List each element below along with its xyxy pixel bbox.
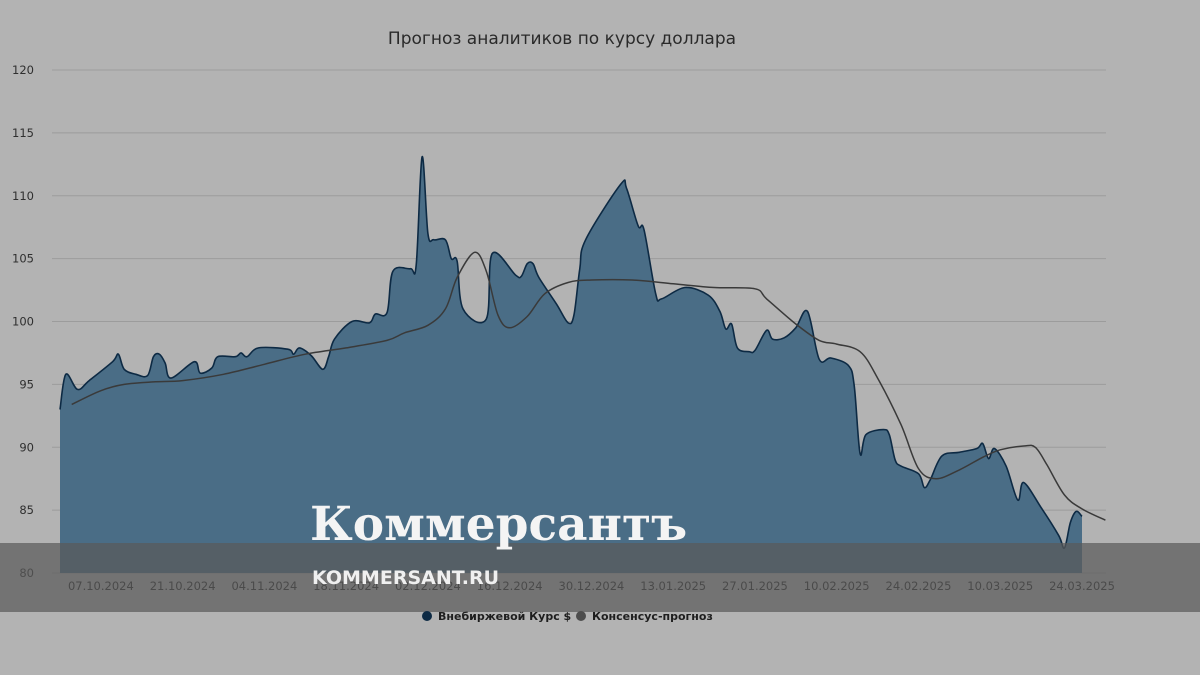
watermark-url: KOMMERSANT.RU (312, 567, 499, 589)
watermark-brand: Коммерсантъ (310, 497, 687, 552)
rate-line (59, 155, 1083, 550)
watermark: Коммерсантъ KOMMERSANT.RU (0, 497, 1200, 612)
y-axis-ticks: 12011511010510095908580 (12, 63, 34, 580)
watermark-band (0, 543, 1200, 612)
rate-area (60, 156, 1082, 574)
chart-title: Прогноз аналитиков по курсу доллара (388, 29, 736, 49)
y-tick-label-85: 85 (19, 503, 34, 517)
y-tick-label-115: 115 (12, 126, 34, 140)
legend-item-rate[interactable]: Внебиржевой Курс $ (422, 610, 571, 623)
y-tick-label-95: 95 (19, 377, 34, 391)
y-tick-label-110: 110 (12, 189, 34, 203)
consensus-line (71, 251, 1106, 521)
legend-marker-consensus (576, 611, 586, 621)
y-tick-label-120: 120 (12, 63, 34, 77)
y-tick-label-105: 105 (12, 252, 34, 266)
legend[interactable]: Внебиржевой Курс $ Консенсус-прогноз (422, 610, 713, 623)
legend-label-rate: Внебиржевой Курс $ (438, 610, 571, 623)
legend-label-consensus: Консенсус-прогноз (592, 610, 713, 623)
y-tick-label-100: 100 (12, 315, 34, 329)
series (59, 155, 1106, 574)
y-tick-label-90: 90 (19, 440, 34, 454)
legend-marker-rate (422, 611, 432, 621)
legend-item-consensus[interactable]: Консенсус-прогноз (576, 610, 713, 623)
